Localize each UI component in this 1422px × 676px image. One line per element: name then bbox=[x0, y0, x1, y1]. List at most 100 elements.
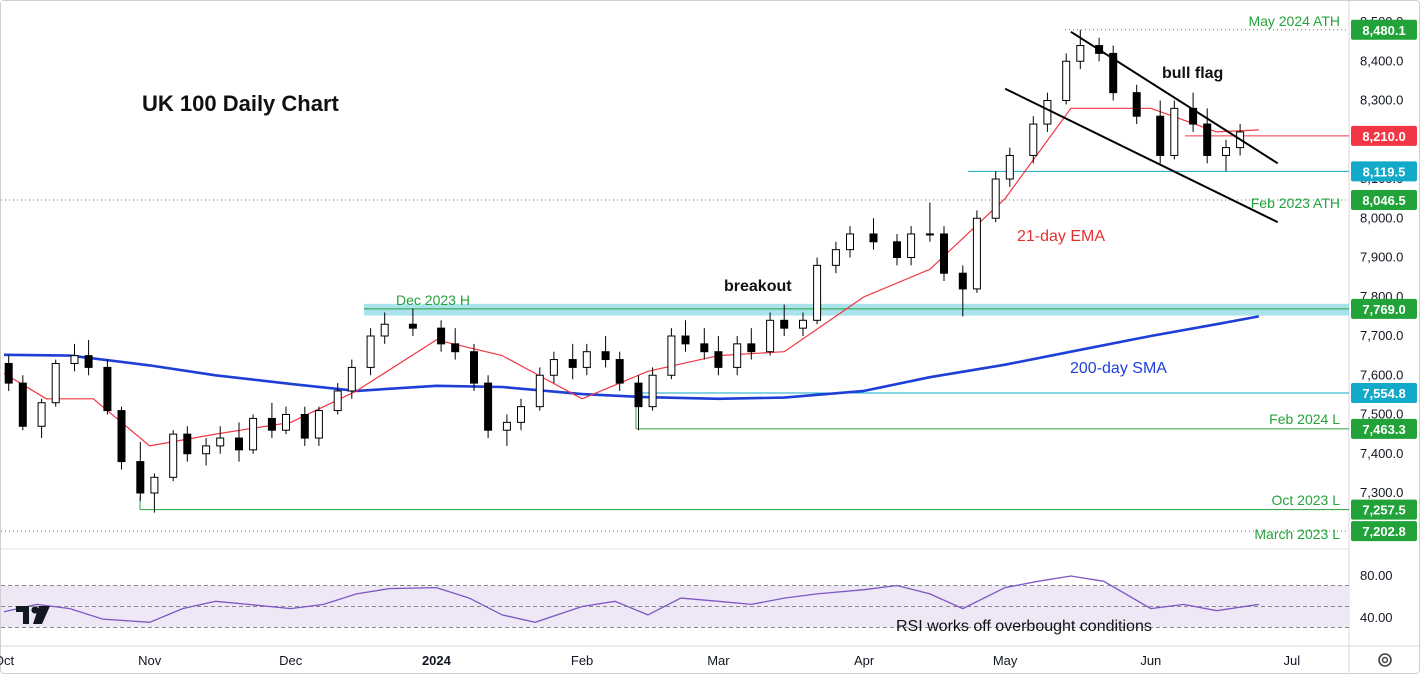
candle-body bbox=[634, 382, 643, 408]
candle-body bbox=[780, 319, 789, 329]
candle bbox=[1043, 92, 1052, 132]
candle bbox=[766, 312, 775, 356]
candle-body bbox=[380, 323, 389, 337]
price-badge-label: 7,463.3 bbox=[1362, 422, 1405, 437]
candle bbox=[1109, 45, 1118, 101]
price-badge-label: 7,202.8 bbox=[1362, 524, 1405, 539]
candle bbox=[940, 226, 948, 282]
price-tick-label: 7,300.0 bbox=[1360, 485, 1403, 500]
candle-body bbox=[169, 433, 178, 478]
time-tick-label: Dec bbox=[279, 653, 303, 668]
candle bbox=[813, 257, 822, 325]
candle bbox=[535, 367, 544, 411]
price-badge-bg bbox=[1351, 499, 1417, 520]
candle bbox=[893, 233, 901, 266]
candle bbox=[958, 265, 967, 317]
candle bbox=[907, 226, 916, 266]
ema-21-line bbox=[3, 107, 1259, 447]
candle-body bbox=[766, 319, 775, 353]
candle-body bbox=[1029, 123, 1038, 156]
candle bbox=[1062, 53, 1071, 105]
price-badge-label: 8,210.0 bbox=[1362, 129, 1405, 144]
sma-200-line bbox=[3, 315, 1260, 401]
price-tick-label: 8,400.0 bbox=[1360, 53, 1403, 68]
candle bbox=[451, 328, 460, 360]
price-badge: 8,210.0 bbox=[1351, 125, 1417, 146]
candle bbox=[437, 320, 446, 352]
candle bbox=[267, 402, 276, 439]
candle-body bbox=[1156, 115, 1165, 156]
candle-body bbox=[714, 351, 723, 368]
time-tick-label: Oct bbox=[0, 653, 14, 668]
candle bbox=[1029, 116, 1038, 164]
candle-body bbox=[1203, 123, 1212, 156]
candle bbox=[667, 328, 676, 380]
candle bbox=[51, 359, 60, 407]
candle-body bbox=[249, 417, 258, 451]
candle-body bbox=[907, 233, 916, 258]
time-tick-label: Apr bbox=[854, 653, 875, 668]
candle bbox=[869, 218, 878, 250]
candle-body bbox=[1170, 107, 1179, 156]
price-tick-label: 7,700.0 bbox=[1360, 328, 1403, 343]
candle bbox=[601, 336, 610, 368]
candle bbox=[747, 328, 756, 360]
price-badge-bg bbox=[1351, 161, 1417, 182]
mar23-l-label: March 2023 L bbox=[1254, 526, 1340, 542]
candle-body bbox=[893, 241, 901, 259]
price-tick-label: 7,600.0 bbox=[1360, 367, 1403, 382]
candle bbox=[925, 202, 934, 242]
rsi-tick-label: 80.00 bbox=[1360, 568, 1393, 583]
candle-body bbox=[103, 366, 112, 412]
candle-body bbox=[1043, 100, 1052, 125]
feb23-ath-label: Feb 2023 ATH bbox=[1251, 195, 1340, 211]
candle-body bbox=[117, 410, 126, 463]
price-badge: 8,119.5 bbox=[1351, 161, 1417, 182]
candle-body bbox=[681, 335, 690, 345]
time-tick-label: Feb bbox=[571, 653, 593, 668]
price-badge-bg bbox=[1351, 521, 1417, 542]
candle-body bbox=[568, 359, 577, 368]
rsi-note: RSI works off overbought conditions bbox=[896, 618, 1152, 635]
channel-lower-line bbox=[1004, 87, 1279, 224]
candle bbox=[103, 359, 112, 415]
price-badge: 8,480.1 bbox=[1351, 19, 1417, 40]
price-badge-label: 7,769.0 bbox=[1362, 302, 1405, 317]
candle-body bbox=[1076, 45, 1085, 62]
candle-body bbox=[84, 355, 93, 368]
feb24-l-label: Feb 2024 L bbox=[1269, 411, 1340, 427]
candle bbox=[831, 241, 840, 274]
candle-body bbox=[1222, 147, 1230, 156]
ema-label: 21-day EMA bbox=[1017, 228, 1105, 245]
candle-body bbox=[267, 417, 276, 431]
candle-body bbox=[333, 390, 342, 412]
candle-body bbox=[347, 366, 356, 392]
candle-body bbox=[799, 319, 807, 329]
time-tick-label: Jul bbox=[1283, 653, 1300, 668]
candle bbox=[1170, 100, 1179, 160]
candle-body bbox=[451, 343, 460, 353]
rsi-line bbox=[3, 575, 1259, 623]
candle-body bbox=[582, 351, 591, 368]
settings-gear-icon[interactable] bbox=[1378, 653, 1392, 667]
candle-body bbox=[1005, 154, 1014, 180]
candle bbox=[1222, 139, 1230, 172]
candle bbox=[648, 367, 657, 411]
candle bbox=[681, 320, 690, 352]
price-badge-label: 8,119.5 bbox=[1363, 164, 1406, 179]
candle-body bbox=[366, 335, 375, 368]
candle-body bbox=[1109, 52, 1118, 94]
price-badge: 7,769.0 bbox=[1351, 298, 1417, 319]
candle-body bbox=[408, 323, 417, 329]
candle-body bbox=[517, 406, 525, 423]
price-badge: 7,257.5 bbox=[1351, 499, 1417, 520]
price-tick-label: 8,000.0 bbox=[1360, 210, 1403, 225]
candle-body bbox=[667, 335, 676, 376]
price-badge-bg bbox=[1351, 19, 1417, 40]
price-badge-label: 7,554.8 bbox=[1362, 386, 1405, 401]
candle-body bbox=[991, 178, 1000, 219]
candle-body bbox=[484, 382, 493, 431]
candle-body bbox=[1062, 60, 1071, 101]
candle bbox=[183, 426, 192, 462]
